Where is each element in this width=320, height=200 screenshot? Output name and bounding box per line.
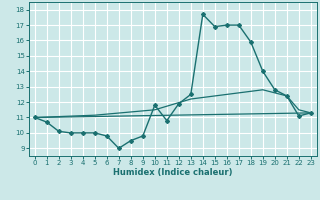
X-axis label: Humidex (Indice chaleur): Humidex (Indice chaleur): [113, 168, 233, 177]
